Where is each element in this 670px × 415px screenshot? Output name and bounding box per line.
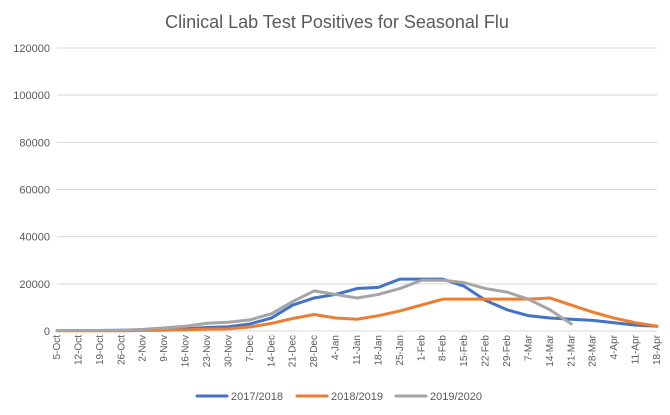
y-tick-label: 100000 xyxy=(13,90,50,102)
y-tick-label: 60000 xyxy=(19,185,50,197)
x-tick-label: 28-Dec xyxy=(309,335,320,367)
x-tick-label: 16-Nov xyxy=(181,335,192,367)
y-tick-label: 0 xyxy=(44,326,50,338)
x-tick-label: 30-Nov xyxy=(223,335,234,367)
x-tick-label: 22-Feb xyxy=(481,335,492,367)
series-lines xyxy=(55,277,659,333)
x-tick-label: 9-Nov xyxy=(159,335,170,362)
x-tick-label: 2-Nov xyxy=(138,335,149,362)
chart-title: Clinical Lab Test Positives for Seasonal… xyxy=(165,12,509,32)
x-tick-label: 4-Apr xyxy=(609,334,620,359)
x-tick-label: 8-Feb xyxy=(438,335,449,362)
y-tick-label: 80000 xyxy=(19,137,50,149)
x-tick-label: 26-Oct xyxy=(116,335,127,365)
x-tick-label: 29-Feb xyxy=(502,335,513,367)
x-tick-label: 14-Mar xyxy=(545,334,556,366)
y-tick-label: 20000 xyxy=(19,279,50,291)
x-tick-label: 5-Oct xyxy=(52,335,63,360)
x-tick-label: 28-Mar xyxy=(588,334,599,366)
x-tick-label: 11-Apr xyxy=(631,334,642,364)
legend-label: 2017/2018 xyxy=(231,391,283,403)
x-tick-label: 25-Jan xyxy=(395,335,406,366)
x-tick-label: 18-Jan xyxy=(373,335,384,366)
x-tick-label: 11-Jan xyxy=(352,335,363,365)
y-tick-label: 40000 xyxy=(19,232,50,244)
x-tick-label: 12-Oct xyxy=(73,335,84,365)
series-line-2018-2019 xyxy=(55,296,659,333)
x-tick-label: 21-Dec xyxy=(288,335,299,367)
y-tick-label: 120000 xyxy=(13,43,50,55)
x-tick-label: 18-Apr xyxy=(652,334,663,365)
series-line-2019-2020 xyxy=(55,278,573,333)
x-tick-label: 1-Feb xyxy=(416,335,427,362)
legend-label: 2019/2020 xyxy=(430,391,482,403)
x-axis: 5-Oct 12-Oct 19-Oct 26-Oct 2-Nov 9-Nov 16-Nov 2… xyxy=(52,334,663,367)
y-axis: 0 20000 40000 60000 80000 100000 120000 xyxy=(13,43,50,338)
x-tick-label: 7-Mar xyxy=(523,334,534,361)
x-tick-label: 15-Feb xyxy=(459,335,470,367)
x-tick-label: 7-Dec xyxy=(245,335,256,362)
legend-label: 2018/2019 xyxy=(331,391,383,403)
x-tick-label: 4-Jan xyxy=(331,335,342,360)
x-tick-label: 23-Nov xyxy=(202,335,213,367)
legend: 2017/2018 2018/2019 2019/2020 xyxy=(195,391,482,403)
gridlines xyxy=(57,47,657,332)
x-tick-label: 19-Oct xyxy=(95,335,106,365)
x-tick-label: 14-Dec xyxy=(266,335,277,367)
x-tick-label: 21-Mar xyxy=(566,334,577,366)
